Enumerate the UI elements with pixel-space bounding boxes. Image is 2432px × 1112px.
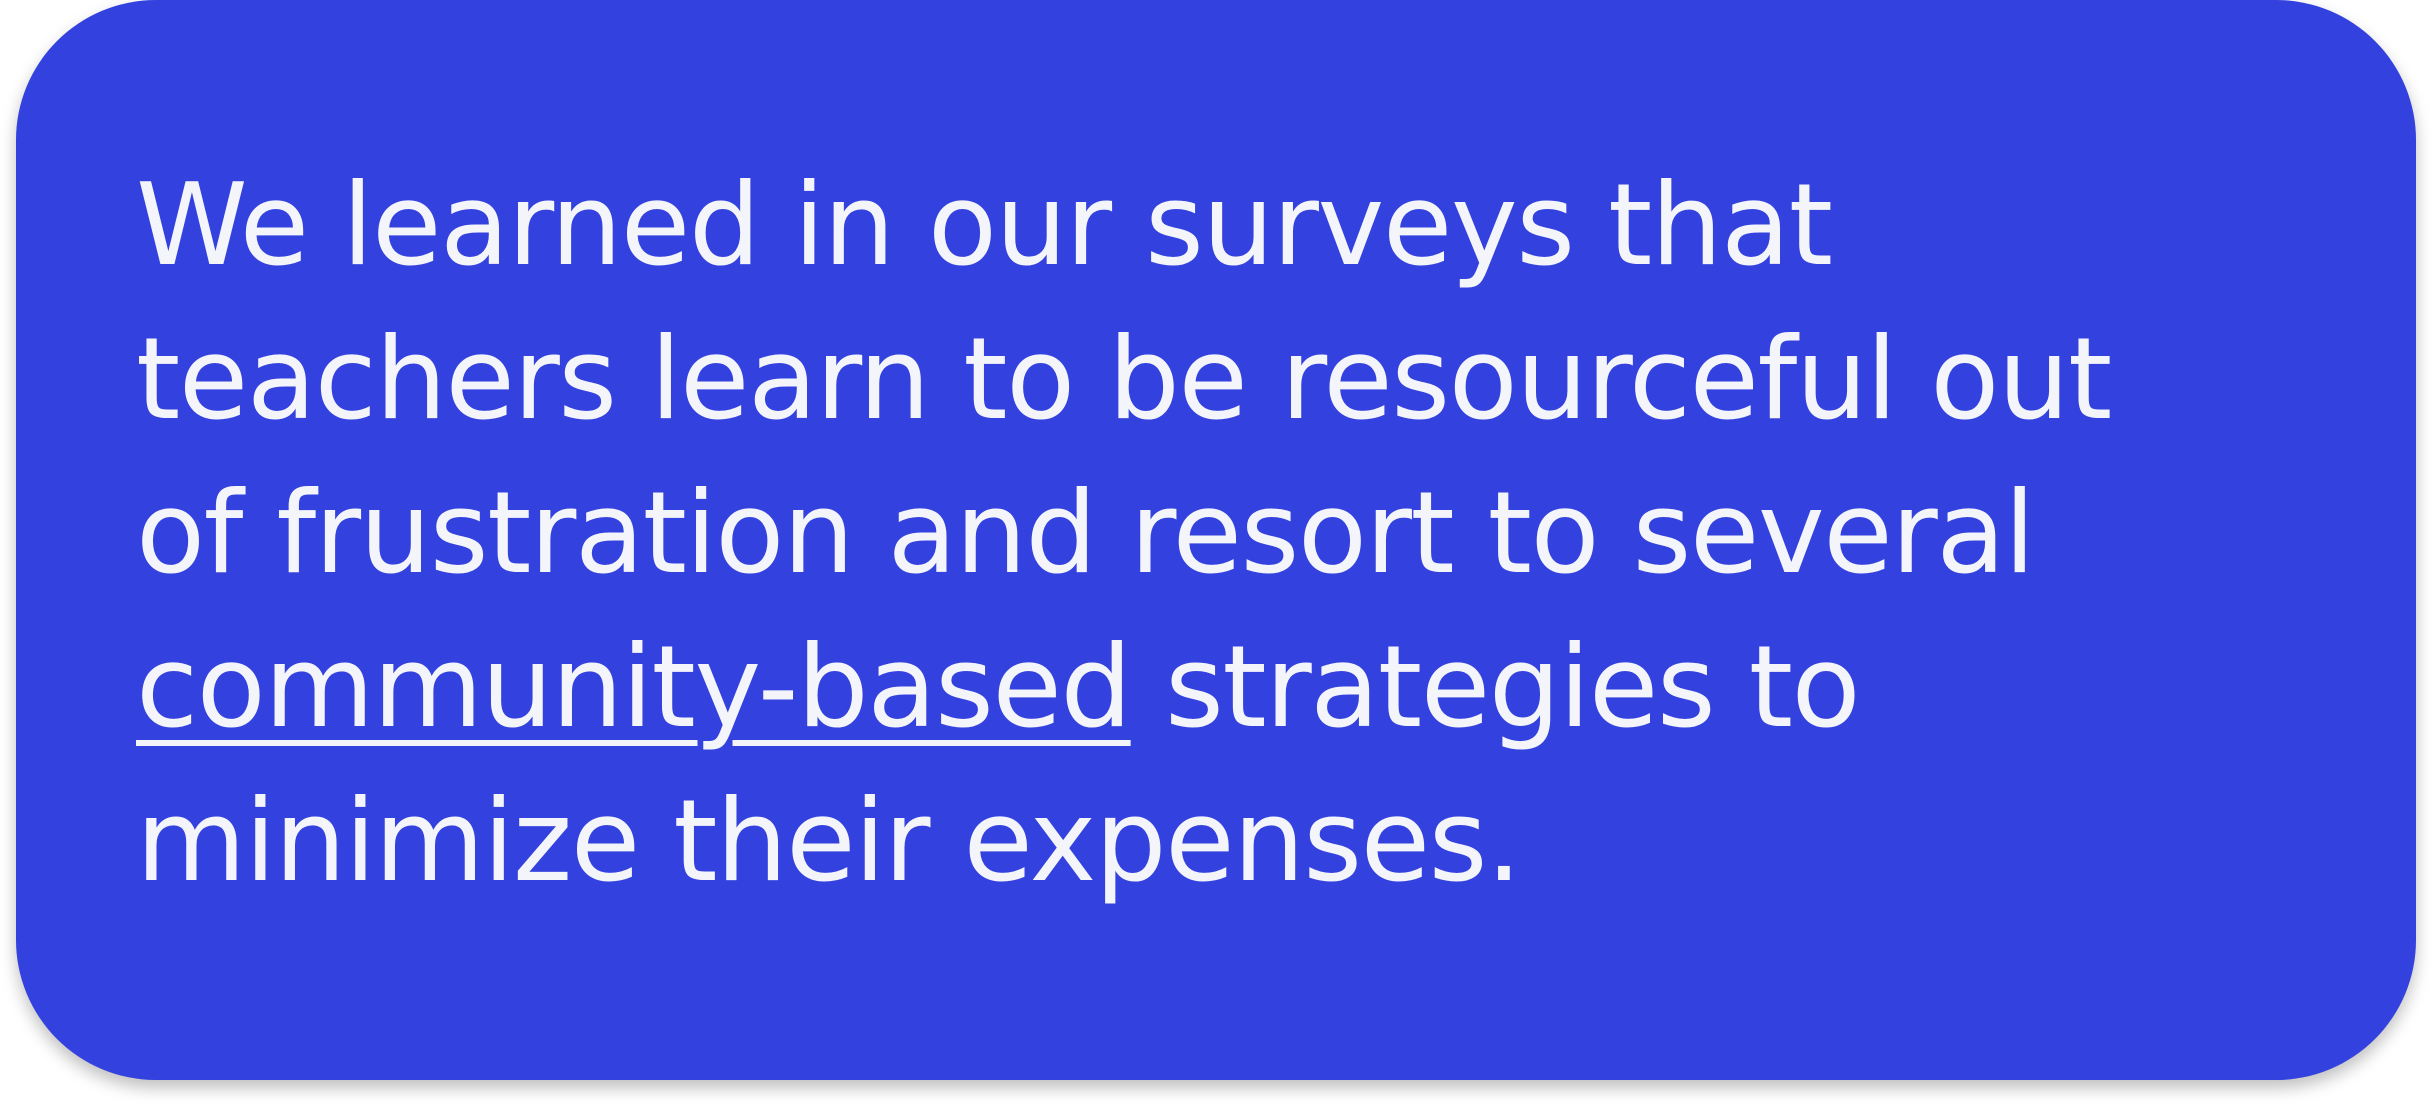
quote-text: We learned in our surveys that teachers …	[136, 148, 2336, 918]
quote-card: We learned in our surveys that teachers …	[16, 0, 2416, 1080]
quote-line: teachers learn to be resourceful out	[136, 313, 2112, 445]
quote-line: We learned in our surveys that	[136, 159, 1833, 291]
quote-line: minimize their expenses.	[136, 775, 1522, 907]
quote-line: community-based strategies to	[136, 610, 2336, 764]
quote-line: of frustration and resort to several	[136, 467, 2035, 599]
community-based-link[interactable]: community-based	[136, 621, 1132, 753]
quote-line-text: strategies to	[1130, 621, 1861, 753]
